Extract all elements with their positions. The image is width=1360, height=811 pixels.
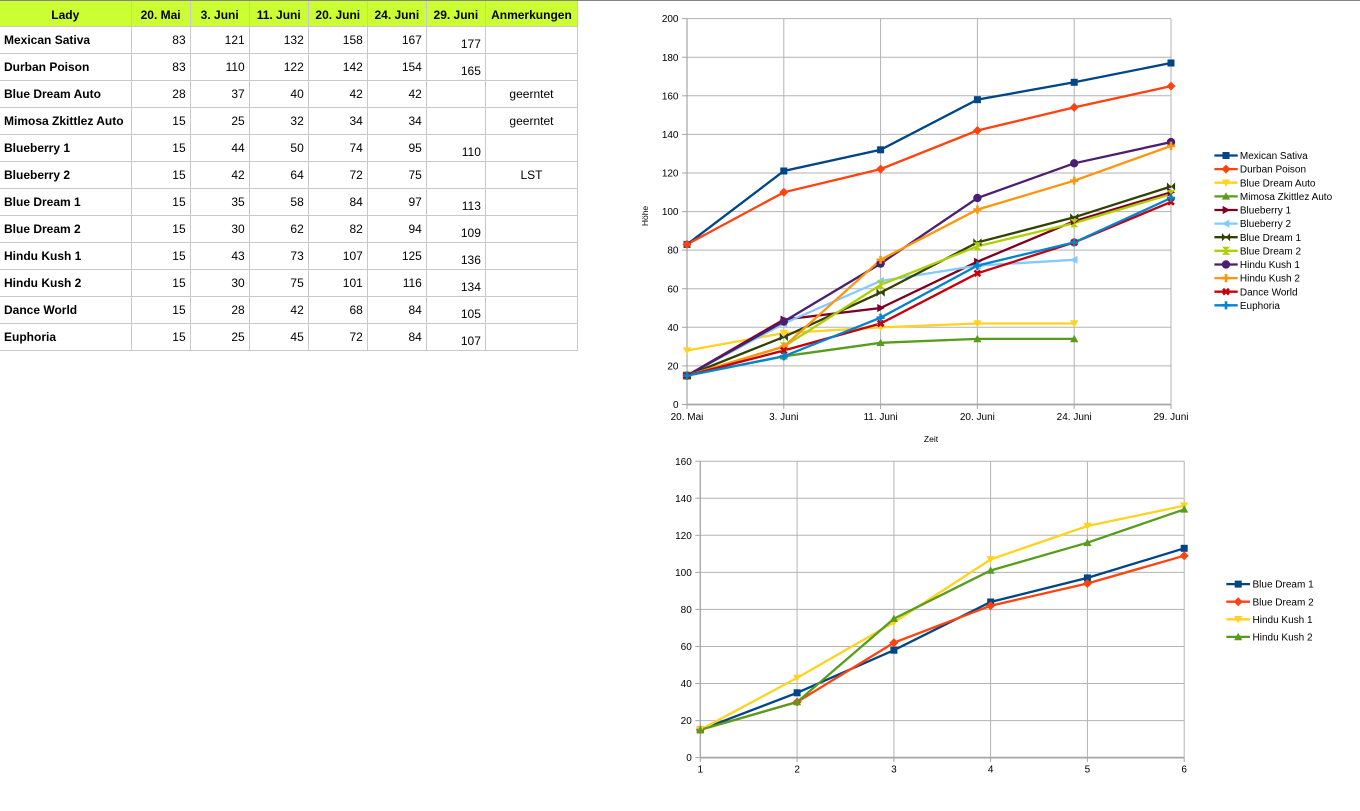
svg-text:Blue Dream Auto: Blue Dream Auto: [1240, 178, 1316, 189]
svg-text:4: 4: [988, 765, 994, 776]
svg-text:120: 120: [675, 531, 692, 542]
svg-text:140: 140: [662, 130, 679, 141]
svg-text:Zeit: Zeit: [924, 434, 939, 444]
svg-text:0: 0: [686, 753, 692, 764]
svg-text:60: 60: [667, 284, 679, 295]
svg-text:6: 6: [1181, 765, 1187, 776]
svg-text:160: 160: [675, 457, 692, 468]
svg-text:1: 1: [698, 765, 704, 776]
svg-text:140: 140: [675, 494, 692, 505]
svg-text:5: 5: [1085, 765, 1091, 776]
svg-text:Höhe: Höhe: [640, 206, 650, 227]
svg-text:100: 100: [662, 207, 679, 218]
svg-text:Mexican Sativa: Mexican Sativa: [1240, 151, 1308, 162]
svg-text:20: 20: [667, 362, 679, 373]
svg-text:20: 20: [681, 716, 693, 727]
svg-text:2: 2: [794, 765, 800, 776]
svg-text:3. Juni: 3. Juni: [769, 412, 798, 423]
svg-text:20. Mai: 20. Mai: [671, 412, 704, 423]
svg-text:0: 0: [673, 400, 679, 411]
svg-text:Blue Dream 2: Blue Dream 2: [1240, 246, 1302, 257]
svg-text:29. Juni: 29. Juni: [1153, 412, 1188, 423]
svg-text:Blueberry 2: Blueberry 2: [1240, 219, 1292, 230]
svg-text:3: 3: [891, 765, 897, 776]
svg-text:24. Juni: 24. Juni: [1057, 412, 1092, 423]
svg-text:180: 180: [662, 53, 679, 64]
svg-text:Hindu Kush 2: Hindu Kush 2: [1240, 274, 1300, 285]
svg-text:20. Juni: 20. Juni: [960, 412, 995, 423]
svg-text:Mimosa Zkittlez Auto: Mimosa Zkittlez Auto: [1240, 192, 1333, 203]
svg-text:80: 80: [681, 605, 693, 616]
svg-text:Euphoria: Euphoria: [1240, 301, 1280, 312]
svg-text:Blueberry 1: Blueberry 1: [1240, 206, 1292, 217]
svg-text:Hindu Kush 1: Hindu Kush 1: [1253, 615, 1313, 626]
svg-text:Durban Poison: Durban Poison: [1240, 165, 1306, 176]
svg-text:120: 120: [662, 169, 679, 180]
svg-text:60: 60: [681, 642, 693, 653]
svg-text:40: 40: [681, 679, 693, 690]
svg-text:Dance World: Dance World: [1240, 287, 1298, 298]
svg-text:Hindu Kush 2: Hindu Kush 2: [1253, 633, 1313, 644]
svg-text:100: 100: [675, 568, 692, 579]
svg-text:11. Juni: 11. Juni: [863, 412, 897, 423]
svg-text:Blue Dream 1: Blue Dream 1: [1240, 233, 1302, 244]
svg-text:Blue Dream 1: Blue Dream 1: [1253, 580, 1315, 591]
svg-text:Blue Dream 2: Blue Dream 2: [1253, 597, 1315, 608]
svg-text:80: 80: [667, 246, 679, 257]
svg-text:40: 40: [667, 323, 679, 334]
svg-text:Hindu Kush 1: Hindu Kush 1: [1240, 260, 1300, 271]
svg-text:160: 160: [662, 91, 679, 102]
svg-text:200: 200: [662, 14, 679, 25]
